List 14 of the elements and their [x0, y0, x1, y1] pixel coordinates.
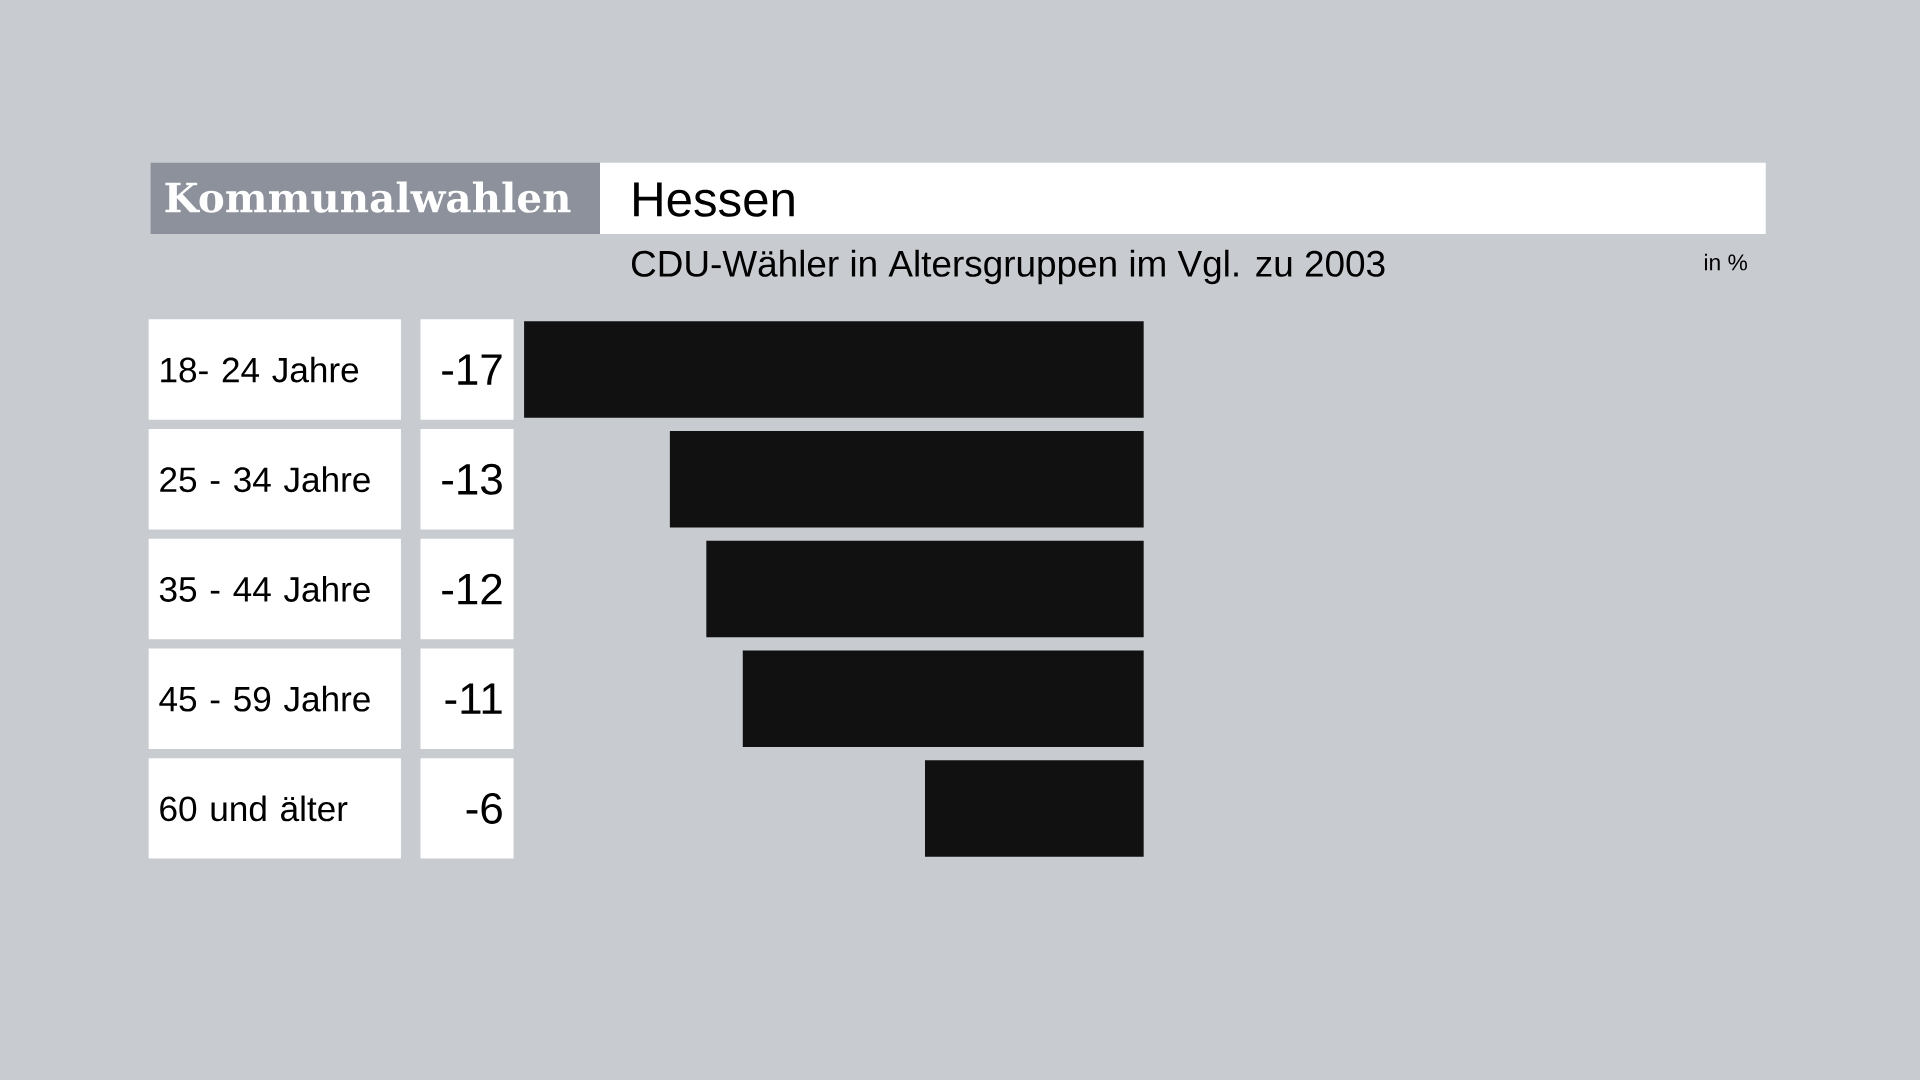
data-label: -6 — [466, 792, 502, 824]
data-label: -12 — [442, 573, 502, 605]
text: Kommunalwahlen — [165, 181, 571, 213]
y-tick-label: 35 - 44 Jahre — [159, 576, 370, 602]
chart-title: Hessen — [634, 182, 794, 217]
data-label: -17 — [442, 354, 502, 385]
y-tick-label: 25 - 34 Jahre — [160, 466, 370, 493]
text: in % — [1704, 253, 1747, 271]
y-tick-label: 60 und älter — [160, 795, 348, 822]
y-tick-label: 45 - 59 Jahre — [159, 685, 370, 712]
y-tick-label: 18- 24 Jahre — [161, 356, 359, 383]
chart-subtitle: CDU-Wähler in Altersgruppen im Vgl. zu 2003 — [631, 249, 1385, 285]
data-label: -11 — [445, 683, 502, 714]
data-label: -13 — [442, 463, 502, 495]
